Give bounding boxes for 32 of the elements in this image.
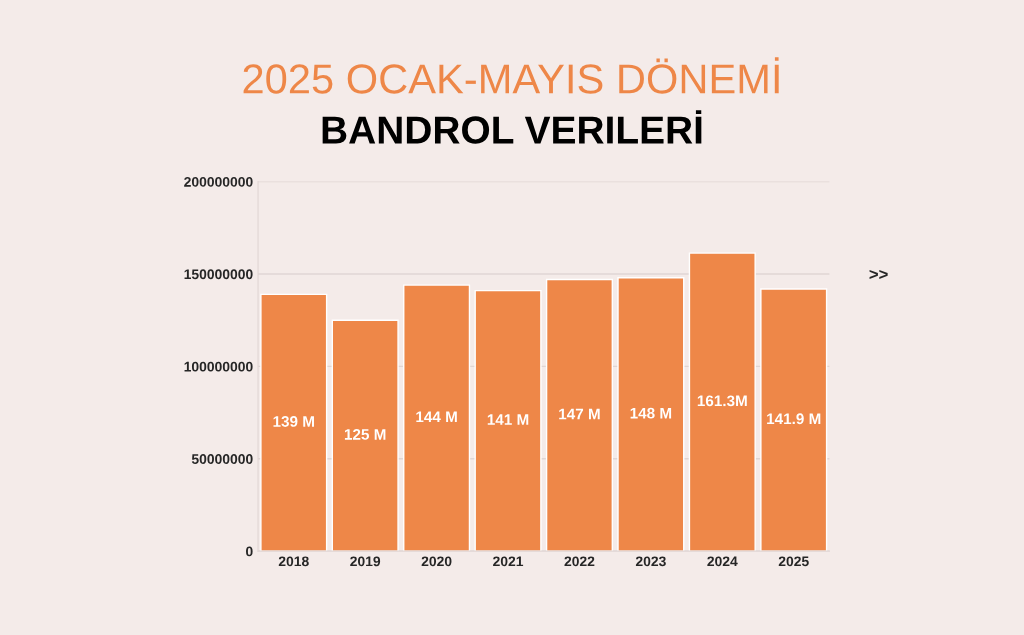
y-tick-label: 50000000 (191, 454, 253, 464)
bar (260, 293, 328, 552)
x-tick-label: 2023 (635, 556, 666, 567)
x-tick-label: 2024 (707, 556, 738, 567)
data-label: 161.3M (697, 395, 747, 407)
data-label: 141.9 M (767, 413, 821, 425)
x-tick-label: 2018 (278, 556, 309, 567)
x-tick-label: 2022 (564, 556, 595, 567)
bar (331, 319, 399, 552)
bar (474, 289, 542, 552)
bar (545, 278, 614, 552)
data-label: 139 M (273, 416, 314, 427)
chart-subtitle: BANDROL VERILERİ (322, 110, 702, 144)
y-tick-label: 100000000 (184, 361, 253, 372)
x-tick-label: 2021 (493, 556, 524, 567)
data-label: 125 M (344, 428, 386, 440)
bar (617, 277, 685, 552)
data-label: 144 M (416, 411, 457, 423)
bar (688, 252, 756, 552)
x-tick-label: 2025 (778, 556, 809, 567)
y-tick-label: 0 (246, 546, 253, 557)
data-label: 141 M (487, 414, 529, 425)
x-tick-label: 2020 (421, 556, 452, 567)
bar (403, 284, 471, 552)
bar (760, 288, 828, 552)
chart-title: 2025 OCAK-MAYIS DÖNEMİ (243, 57, 779, 94)
data-label: 148 M (630, 407, 672, 419)
y-tick-label: 200000000 (184, 176, 253, 187)
text: >> (869, 269, 888, 279)
x-tick-label: 2019 (350, 556, 381, 567)
y-tick-label: 150000000 (184, 269, 253, 280)
data-label: 147 M (559, 408, 600, 420)
